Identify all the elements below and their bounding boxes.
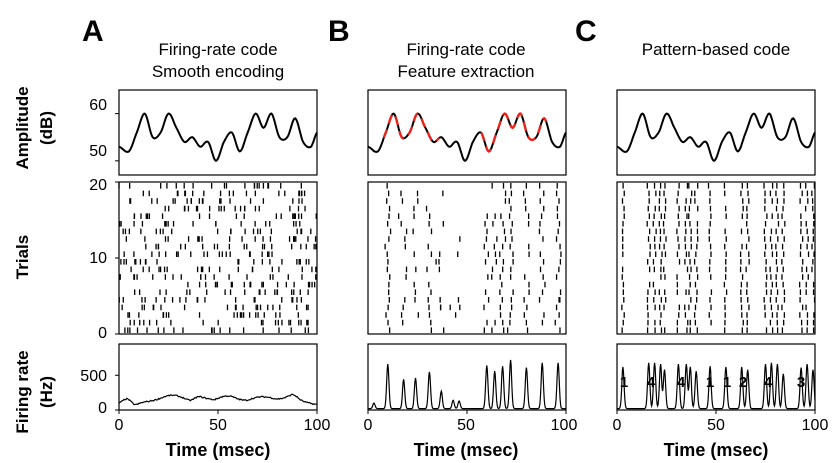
ylabel-trials: Trials bbox=[13, 235, 32, 279]
plot-layer bbox=[115, 89, 816, 414]
title-a-line1: Firing-rate code bbox=[158, 40, 277, 59]
xtick-b-0: 0 bbox=[364, 417, 373, 434]
ytick-amp-60: 60 bbox=[89, 97, 107, 114]
frame-b-amplitude bbox=[367, 89, 567, 176]
xlabel-c: Time (msec) bbox=[664, 440, 769, 460]
panel-label-b: B bbox=[328, 15, 350, 48]
frame-a-trials bbox=[118, 181, 318, 335]
xtick-c-100: 100 bbox=[802, 417, 829, 434]
title-c: Pattern-based code bbox=[642, 40, 790, 59]
pattern-label-8: 3 bbox=[797, 374, 805, 391]
ylabel-amplitude-unit: (dB) bbox=[37, 111, 56, 145]
frame-b-rate bbox=[367, 343, 567, 411]
xtick-a-50: 50 bbox=[209, 417, 227, 434]
rate-trace-a bbox=[118, 393, 317, 406]
xtick-c-50: 50 bbox=[707, 417, 725, 434]
xtick-b-50: 50 bbox=[457, 417, 475, 434]
frame-b-trials bbox=[367, 181, 567, 335]
amplitude-trace-c bbox=[616, 112, 816, 162]
frame-a-amplitude bbox=[118, 89, 318, 176]
ytick-amp-50: 50 bbox=[89, 143, 107, 160]
ylabel-amplitude: Amplitude bbox=[13, 86, 32, 169]
ytick-trials-0: 0 bbox=[98, 325, 107, 342]
title-b-line2: Feature extraction bbox=[397, 62, 534, 81]
rate-trace-c bbox=[617, 362, 816, 410]
amplitude-highlight-b-0 bbox=[382, 112, 441, 144]
title-b-line1: Firing-rate code bbox=[406, 40, 525, 59]
ytick-trials-10: 10 bbox=[89, 250, 107, 267]
ylabel-rate-unit: (Hz) bbox=[37, 376, 56, 408]
frame-c-amplitude bbox=[616, 89, 816, 176]
xtick-c-0: 0 bbox=[613, 417, 622, 434]
ylabel-rate: Firing rate bbox=[13, 350, 32, 433]
title-a-line2: Smooth encoding bbox=[152, 62, 284, 81]
ytick-rate-0: 0 bbox=[98, 400, 107, 417]
amplitude-highlight-b-1 bbox=[479, 112, 548, 153]
rate-trace-b bbox=[368, 359, 566, 410]
pattern-label-3: 4 bbox=[677, 374, 686, 391]
xtick-a-100: 100 bbox=[304, 417, 331, 434]
pattern-label-7: 4 bbox=[764, 374, 773, 391]
pattern-label-2: 4 bbox=[647, 374, 656, 391]
ytick-rate-500: 500 bbox=[80, 368, 107, 385]
xtick-b-100: 100 bbox=[551, 417, 578, 434]
amplitude-trace-a bbox=[118, 112, 318, 162]
xtick-a-0: 0 bbox=[115, 417, 124, 434]
panel-label-a: A bbox=[82, 15, 104, 48]
pattern-label-4: 1 bbox=[706, 374, 714, 391]
panel-label-c: C bbox=[575, 15, 597, 48]
frame-a-rate bbox=[118, 343, 318, 411]
xlabel-b: Time (msec) bbox=[414, 440, 519, 460]
xlabel-a: Time (msec) bbox=[166, 440, 271, 460]
ytick-trials-20: 20 bbox=[89, 177, 107, 194]
frame-c-trials bbox=[616, 181, 816, 335]
